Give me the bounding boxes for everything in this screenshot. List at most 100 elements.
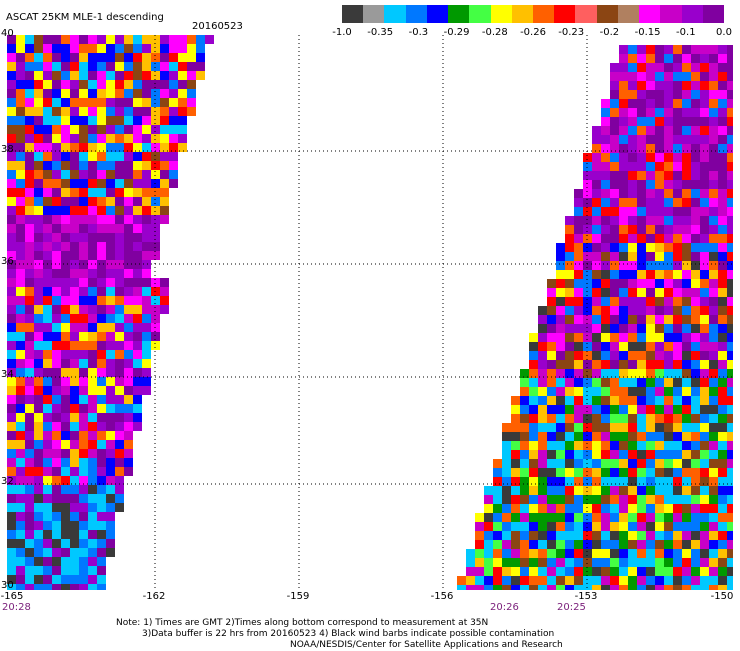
swath-cell xyxy=(16,35,25,44)
swath-cell xyxy=(34,98,43,107)
swath-cell xyxy=(187,35,196,44)
swath-cell xyxy=(664,486,673,495)
swath-cell xyxy=(664,432,673,441)
swath-cell xyxy=(70,377,79,386)
swath-cell xyxy=(664,360,673,369)
swath-cell xyxy=(574,459,583,468)
swath-cell xyxy=(727,216,733,225)
swath-cell xyxy=(628,261,637,270)
swath-cell xyxy=(169,53,178,62)
swath-cell xyxy=(565,324,574,333)
swath-cell xyxy=(97,89,106,98)
swath-cell xyxy=(628,486,637,495)
swath-cell xyxy=(610,477,619,486)
swath-cell xyxy=(547,288,556,297)
swath-cell xyxy=(520,549,529,558)
swath-cell xyxy=(646,90,655,99)
swath-cell xyxy=(106,314,115,323)
swath-cell xyxy=(142,62,151,71)
swath-cell xyxy=(700,387,709,396)
swath-cell xyxy=(637,495,646,504)
swath-cell xyxy=(70,287,79,296)
swath-cell xyxy=(565,387,574,396)
swath-cell xyxy=(718,369,727,378)
swath-cell xyxy=(106,242,115,251)
swath-cell xyxy=(70,143,79,152)
swath-cell xyxy=(529,567,538,576)
swath-cell xyxy=(142,359,151,368)
colorbar-swatch xyxy=(405,5,427,23)
swath-cell xyxy=(79,188,88,197)
swath-cell xyxy=(70,116,79,125)
swath-cell xyxy=(34,314,43,323)
swath-cell xyxy=(691,405,700,414)
swath-cell xyxy=(610,432,619,441)
swath-cell xyxy=(583,396,592,405)
swath-cell xyxy=(466,576,475,585)
swath-cell xyxy=(115,404,124,413)
swath-cell xyxy=(709,441,718,450)
swath-cell xyxy=(673,504,682,513)
swath-cell xyxy=(592,477,601,486)
swath-cell xyxy=(637,135,646,144)
swath-cell xyxy=(601,243,610,252)
swath-cell xyxy=(583,288,592,297)
swath-cell xyxy=(493,468,502,477)
swath-cell xyxy=(88,278,97,287)
swath-cell xyxy=(655,549,664,558)
swath-cell xyxy=(70,476,79,485)
swath-cell xyxy=(673,342,682,351)
swath-cell xyxy=(538,450,547,459)
lat-label-40: 40 xyxy=(1,28,14,39)
swath-cell xyxy=(664,153,673,162)
swath-cell xyxy=(646,108,655,117)
swath-cell xyxy=(592,540,601,549)
swath-cell xyxy=(682,171,691,180)
swath-cell xyxy=(52,305,61,314)
swath-cell xyxy=(673,117,682,126)
swath-cell xyxy=(574,315,583,324)
swath-cell xyxy=(124,62,133,71)
swath-cell xyxy=(7,395,16,404)
swath-cell xyxy=(538,567,547,576)
swath-cell xyxy=(664,45,673,54)
swath-cell xyxy=(97,278,106,287)
swath-cell xyxy=(16,305,25,314)
swath-cell xyxy=(556,252,565,261)
swath-cell xyxy=(682,540,691,549)
swath-cell xyxy=(592,504,601,513)
swath-cell xyxy=(115,179,124,188)
swath-cell xyxy=(637,207,646,216)
swath-cell xyxy=(115,368,124,377)
swath-cell xyxy=(88,251,97,260)
swath-cell xyxy=(178,44,187,53)
swath-cell xyxy=(79,494,88,503)
swath-cell xyxy=(178,116,187,125)
swath-cell xyxy=(88,323,97,332)
swath-cell xyxy=(61,71,70,80)
swath-cell xyxy=(124,80,133,89)
swath-cell xyxy=(682,513,691,522)
swath-cell xyxy=(16,314,25,323)
swath-cell xyxy=(43,557,52,566)
swath-cell xyxy=(637,351,646,360)
swath-cell xyxy=(142,44,151,53)
swath-cell xyxy=(628,324,637,333)
swath-cell xyxy=(70,404,79,413)
swath-cell xyxy=(34,404,43,413)
swath-cell xyxy=(682,288,691,297)
swath-cell xyxy=(601,153,610,162)
swath-cell xyxy=(97,449,106,458)
swath-cell xyxy=(628,243,637,252)
lon-label-150: -150 xyxy=(710,591,734,602)
swath-cell xyxy=(511,585,520,590)
swath-cell xyxy=(601,135,610,144)
swath-cell xyxy=(61,458,70,467)
swath-cell xyxy=(646,234,655,243)
swath-cell xyxy=(70,332,79,341)
swath-cell xyxy=(97,161,106,170)
swath-cell xyxy=(160,143,169,152)
swath-cell xyxy=(583,198,592,207)
swath-cell xyxy=(106,134,115,143)
swath-cell xyxy=(178,80,187,89)
